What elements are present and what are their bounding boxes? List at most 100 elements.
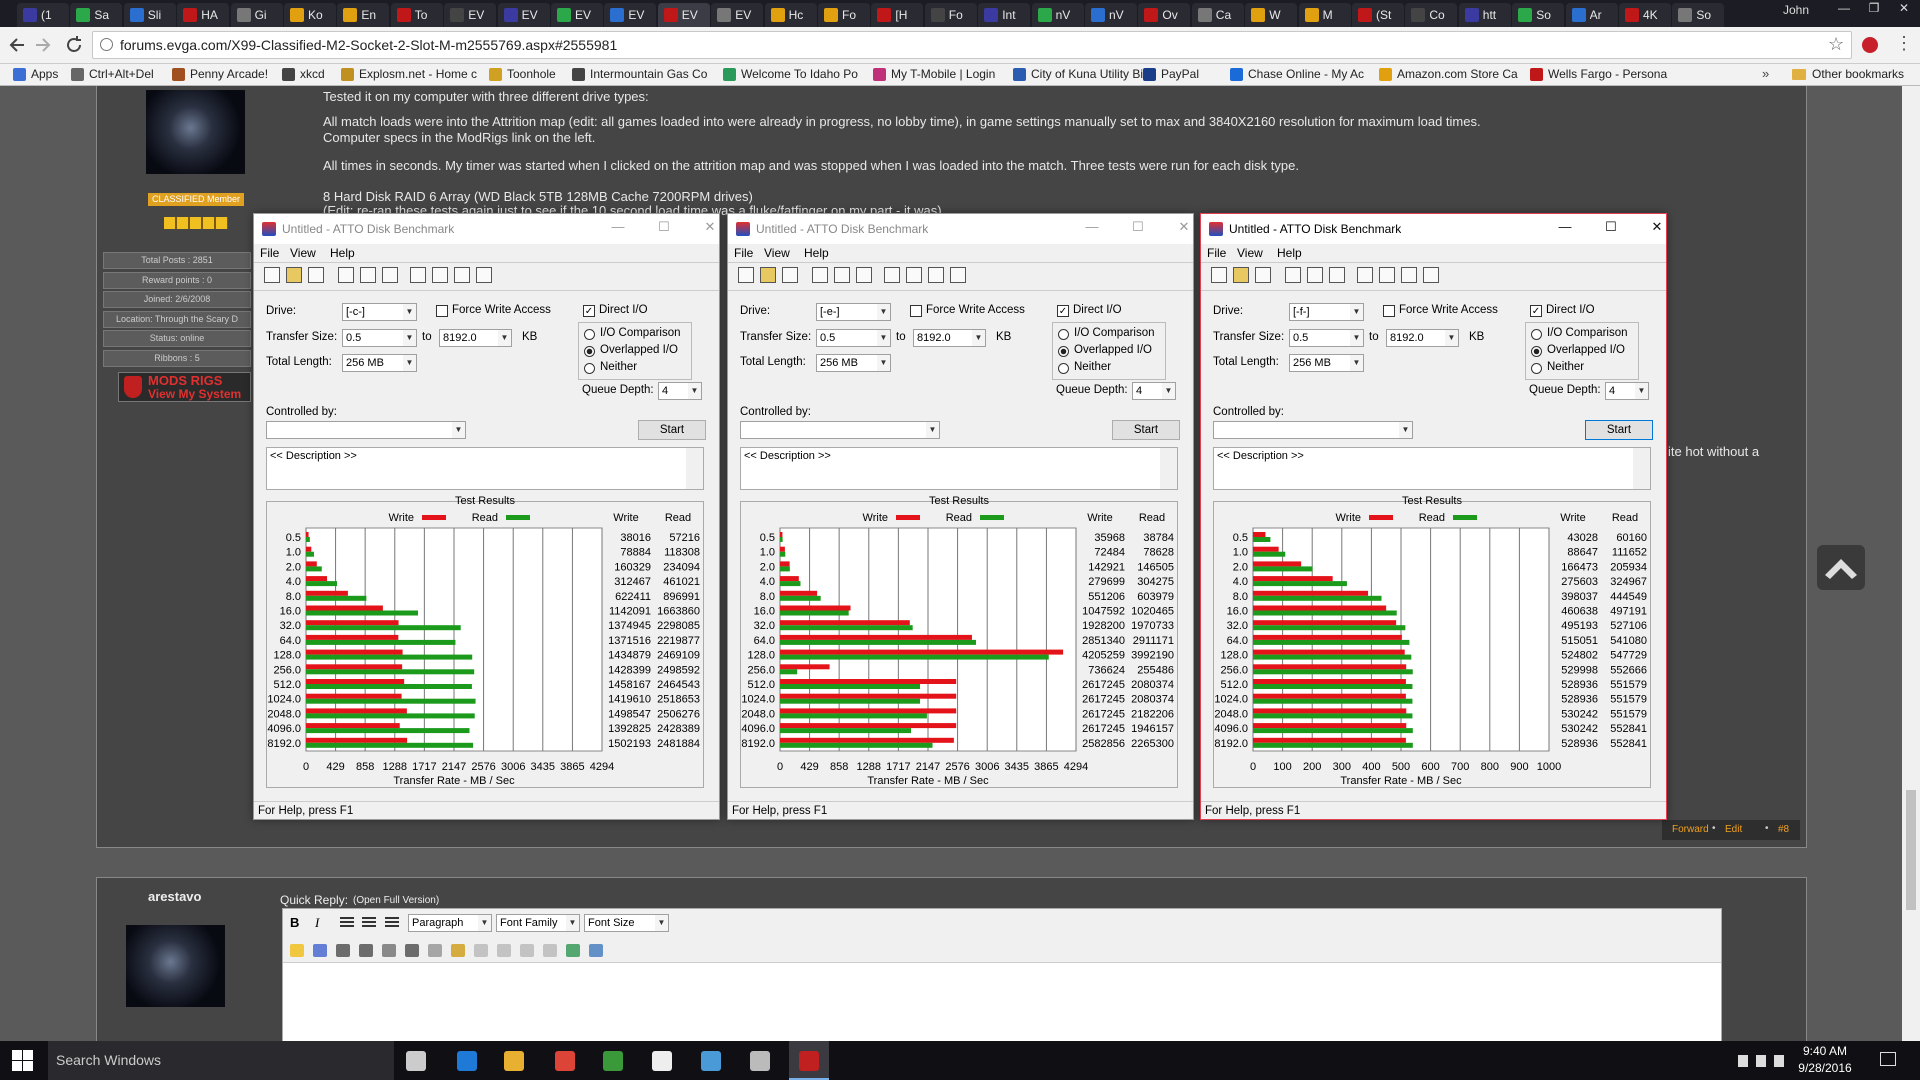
toolbar-button[interactable] [1329, 267, 1345, 283]
radio-button[interactable] [1531, 346, 1542, 357]
footer-link[interactable]: Edit [1725, 824, 1743, 835]
menu-item[interactable]: View [290, 246, 316, 260]
browser-tab[interactable]: Gi [230, 3, 283, 27]
editor-button[interactable] [566, 944, 580, 957]
toolbar-button[interactable] [308, 267, 324, 283]
taskbar-app[interactable] [504, 1051, 524, 1071]
bookmark[interactable]: xkcd [300, 67, 325, 81]
combo-box[interactable]: [-f-] [1289, 303, 1364, 321]
combo-box[interactable]: 8192.0 [913, 329, 986, 347]
window-control[interactable]: ✕ [704, 219, 716, 234]
view-system[interactable]: View My System [148, 387, 242, 401]
bookmark[interactable]: Welcome To Idaho Po [741, 67, 858, 81]
browser-tab[interactable]: Sli [123, 3, 176, 27]
reply-full[interactable]: (Open Full Version) [353, 895, 440, 906]
toolbar-button[interactable] [1423, 267, 1439, 283]
browser-tab[interactable]: Hc [764, 3, 817, 27]
notifications[interactable] [1880, 1052, 1896, 1066]
browser-tab[interactable]: Int [978, 3, 1031, 27]
editor-button[interactable] [336, 944, 350, 957]
browser-tab[interactable]: EV [604, 3, 657, 27]
taskbar-app[interactable] [750, 1051, 770, 1071]
bookmark[interactable]: City of Kuna Utility Bi [1031, 67, 1144, 81]
editor-button[interactable] [497, 944, 511, 957]
toolbar-button[interactable] [1401, 267, 1417, 283]
combo-box[interactable]: 0.5 [816, 329, 891, 347]
browser-tab[interactable]: W [1245, 3, 1298, 27]
browser-tab[interactable]: EV [711, 3, 764, 27]
browser-tab[interactable]: Ko [284, 3, 336, 27]
window-control[interactable]: — [611, 219, 625, 234]
checkbox[interactable]: ✓ [1057, 305, 1069, 317]
scroll-top[interactable] [1817, 545, 1865, 590]
menu-item[interactable]: File [734, 246, 754, 260]
window-control[interactable]: ❐ [1868, 1, 1880, 15]
taskbar-app[interactable] [555, 1051, 575, 1071]
bookmark[interactable]: Intermountain Gas Co [590, 67, 708, 81]
menu-item[interactable]: Help [1277, 246, 1302, 260]
bold-button[interactable]: B [290, 915, 300, 930]
browser-tab[interactable]: So [1512, 3, 1565, 27]
bookmark[interactable]: Penny Arcade! [190, 67, 269, 81]
align-button[interactable] [340, 917, 354, 928]
menu-item[interactable]: View [764, 246, 790, 260]
radio-button[interactable] [1531, 329, 1542, 340]
browser-tab[interactable]: En [337, 3, 390, 27]
combo-box[interactable]: 256 MB [816, 354, 891, 372]
taskbar-app[interactable] [799, 1051, 819, 1071]
bookmark[interactable]: Toonhole [507, 67, 556, 81]
toolbar-button[interactable] [1285, 267, 1301, 283]
bookmark[interactable]: My T-Mobile | Login [891, 67, 996, 81]
radio-button[interactable] [1058, 329, 1069, 340]
toolbar-button[interactable] [454, 267, 470, 283]
bookmark-star[interactable]: ☆ [1828, 34, 1845, 54]
combo-box[interactable]: 8192.0 [1386, 329, 1459, 347]
bookmark[interactable]: Ctrl+Alt+Del [89, 67, 154, 81]
browser-tab[interactable]: Fo [924, 3, 977, 27]
radio-button[interactable] [1531, 363, 1542, 374]
toolbar-button[interactable] [738, 267, 754, 283]
toolbar-button[interactable] [1211, 267, 1227, 283]
window-control[interactable]: ☐ [658, 219, 670, 234]
combo-box[interactable]: Paragraph [408, 914, 492, 932]
toolbar-button[interactable] [1357, 267, 1373, 283]
bookmark[interactable]: Amazon.com Store Ca [1397, 67, 1518, 81]
browser-tab[interactable]: 4K [1619, 3, 1671, 27]
toolbar-button[interactable] [782, 267, 798, 283]
menu-item[interactable]: Help [330, 246, 355, 260]
window-control[interactable]: — [1085, 219, 1099, 234]
editor-button[interactable] [359, 944, 373, 957]
align-button[interactable] [362, 917, 376, 928]
browser-tab[interactable]: Sa [70, 3, 123, 27]
checkbox[interactable]: ✓ [583, 305, 595, 317]
checkbox[interactable] [910, 305, 922, 317]
toolbar-button[interactable] [432, 267, 448, 283]
omnibox[interactable] [92, 31, 1852, 59]
combo-box[interactable] [1213, 421, 1413, 439]
browser-tab[interactable]: nV [1031, 3, 1084, 27]
window-control[interactable]: ✕ [1178, 219, 1190, 234]
toolbar-button[interactable] [928, 267, 944, 283]
toolbar-button[interactable] [1307, 267, 1323, 283]
toolbar-button[interactable] [760, 267, 776, 283]
toolbar-button[interactable] [834, 267, 850, 283]
combo-box[interactable]: 0.5 [342, 329, 417, 347]
browser-tab[interactable]: So [1672, 3, 1725, 27]
menu-item[interactable]: Help [804, 246, 829, 260]
bookmark[interactable]: Wells Fargo - Persona [1548, 67, 1668, 81]
combo-box[interactable]: [-c-] [342, 303, 417, 321]
window-control[interactable]: ☐ [1605, 219, 1617, 234]
menu-item[interactable]: File [260, 246, 280, 260]
combo-box[interactable]: 8192.0 [439, 329, 512, 347]
taskbar-app[interactable] [603, 1051, 623, 1071]
editor-button[interactable] [520, 944, 534, 957]
toolbar-button[interactable] [1255, 267, 1271, 283]
toolbar-button[interactable] [382, 267, 398, 283]
window-control[interactable]: ☐ [1132, 219, 1144, 234]
toolbar-button[interactable] [856, 267, 872, 283]
taskbar-app[interactable] [406, 1051, 426, 1071]
browser-tab[interactable]: M [1298, 3, 1351, 27]
toolbar-button[interactable] [1233, 267, 1249, 283]
browser-tab[interactable]: Ca [1191, 3, 1244, 27]
toolbar-button[interactable] [476, 267, 492, 283]
